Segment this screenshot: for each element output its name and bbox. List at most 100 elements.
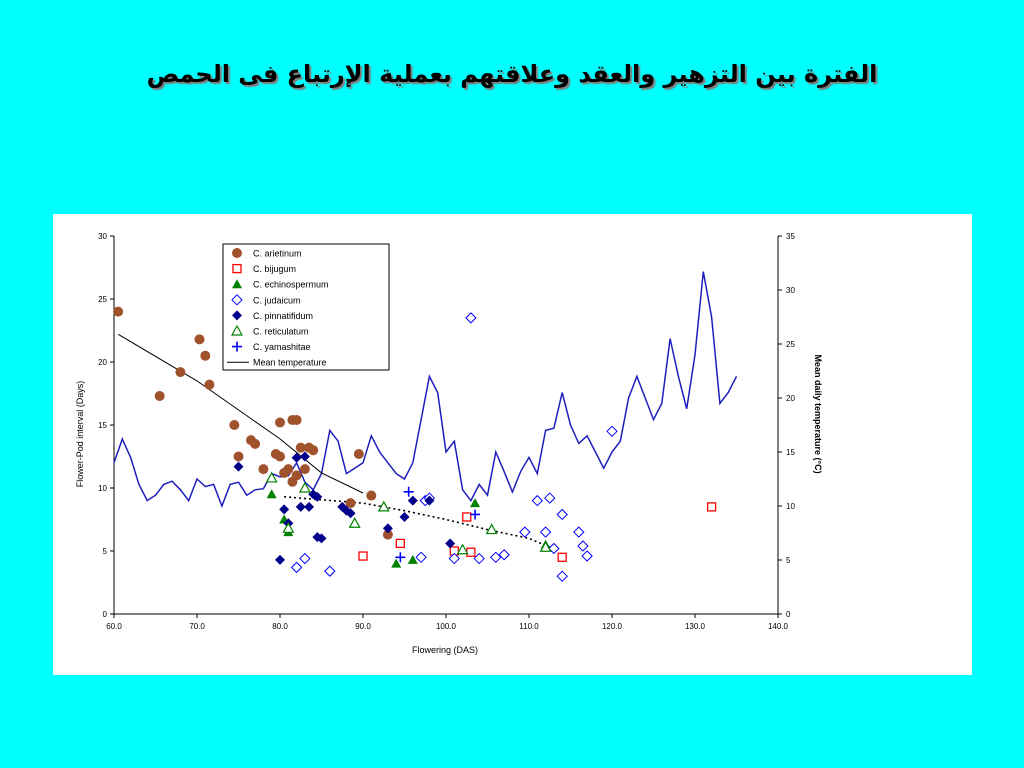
data-point-c-judaicum [290,561,303,574]
y2-tick-label: 20 [786,394,795,403]
data-point-c-arietinum [295,442,306,453]
data-point-c-pinnatifidum [312,491,323,502]
legend-label: C. arietinum [253,249,302,259]
legend-marker [232,279,242,289]
y2-tick-label: 15 [786,448,795,457]
data-point-c-judaicum [581,550,593,562]
data-point-c-reticulatum [265,471,278,483]
y-tick-label: 30 [98,232,107,241]
data-point-c-arietinum [275,451,285,462]
data-point-c-judaicum [548,542,560,555]
data-point-c-pinnatifidum [424,495,435,506]
data-point-c-echinospermum [407,554,418,564]
data-point-c-judaicum [573,526,585,538]
slide-title: الفترة بين التزهير والعقد وعلاقتهم بعملي… [146,60,878,88]
data-point-c-arietinum [275,417,285,428]
data-point-c-pinnatifidum [407,495,418,506]
data-point-c-judaicum [544,492,556,504]
data-point-c-bijugum [462,512,472,522]
data-point-c-reticulatum [348,517,361,528]
data-point-c-pinnatifidum [299,451,310,462]
data-point-c-pinnatifidum [304,501,315,512]
y2-tick-label: 10 [786,502,795,511]
data-point-c-arietinum [345,498,356,509]
data-point-c-judaicum [473,552,485,565]
data-point-c-yamashitae [395,552,406,563]
data-point-c-arietinum [233,451,244,462]
trend-line [117,333,364,494]
data-point-c-judaicum [531,494,544,507]
data-point-c-arietinum [250,438,261,449]
y-tick-label: 25 [98,295,107,304]
y-tick-label: 0 [103,610,108,619]
data-point-c-arietinum [154,391,165,402]
x-axis-label: Flowering (DAS) [412,645,478,655]
data-point-c-arietinum [258,464,269,475]
legend-marker [230,324,244,336]
data-point-c-pinnatifidum [399,511,410,522]
data-point-c-judaicum [299,552,311,565]
data-point-c-arietinum [299,464,310,475]
data-point-c-arietinum [175,367,186,378]
x-tick-label: 90.0 [355,622,371,631]
data-point-c-bijugum [395,538,406,549]
y2-tick-label: 0 [786,610,791,619]
legend-label: C. pinnatifidum [253,311,313,321]
data-point-c-arietinum [382,529,393,540]
y-axis-label: Flower-Pod interval (Days) [75,381,85,488]
x-tick-label: 140.0 [768,622,789,631]
data-point-c-arietinum [194,334,205,345]
data-point-c-judaicum [519,526,531,538]
data-point-c-pinnatifidum [316,533,327,544]
data-point-c-pinnatifidum [275,554,285,565]
legend-label: C. judaicum [253,295,301,305]
x-tick-label: 110.0 [519,622,539,631]
y2-tick-label: 5 [786,556,791,565]
legend-label: C. yamashitae [253,342,311,352]
legend-marker [232,310,242,321]
data-point-c-arietinum [291,470,302,481]
data-point-c-judaicum [498,549,510,561]
data-point-c-arietinum [283,464,294,475]
data-point-c-echinospermum [470,498,481,508]
data-point-c-pinnatifidum [382,523,393,534]
data-point-c-judaicum [490,551,502,564]
data-point-c-pinnatifidum [295,501,306,512]
x-tick-label: 80.0 [272,622,288,631]
legend-label: C. reticulatum [253,327,309,337]
data-point-c-bijugum [706,502,717,512]
data-point-c-arietinum [353,448,364,459]
data-point-c-pinnatifidum [345,508,356,519]
x-tick-label: 60.0 [106,622,122,631]
data-point-c-arietinum [204,379,215,390]
data-point-c-bijugum [358,551,368,561]
data-point-c-yamashitae [403,486,414,497]
legend-marker [232,263,242,274]
data-point-c-judaicum [606,425,618,438]
data-point-c-pinnatifidum [291,452,302,463]
data-point-c-reticulatum [298,481,311,493]
data-point-c-reticulatum [377,500,390,512]
data-point-c-judaicum [415,551,427,564]
data-point-c-judaicum [556,508,568,521]
y-tick-label: 15 [98,421,107,430]
data-point-c-judaicum [556,570,568,582]
data-point-c-reticulatum [485,523,498,535]
data-point-c-pinnatifidum [233,461,244,472]
data-point-c-reticulatum [282,522,295,533]
legend-marker [232,248,242,258]
legend-marker [232,341,242,352]
data-point-c-judaicum [539,526,552,538]
mean-temperature-line [113,271,738,509]
data-point-c-judaicum [465,312,477,324]
data-point-c-judaicum [448,552,461,565]
y2-axis-label: Mean daily temperature (°C) [813,354,823,473]
data-point-c-arietinum [200,350,211,361]
y-tick-label: 20 [98,358,107,367]
data-point-c-echinospermum [266,489,277,499]
y2-tick-label: 25 [786,340,795,349]
scatter-chart: 60.0 70.0 80.0 90.0 100.0 110.0 120.0 130.0 140.… [75,232,823,655]
data-point-c-judaicum [324,565,336,577]
data-point-c-echinospermum [391,558,402,568]
data-point-c-yamashitae [470,509,481,520]
